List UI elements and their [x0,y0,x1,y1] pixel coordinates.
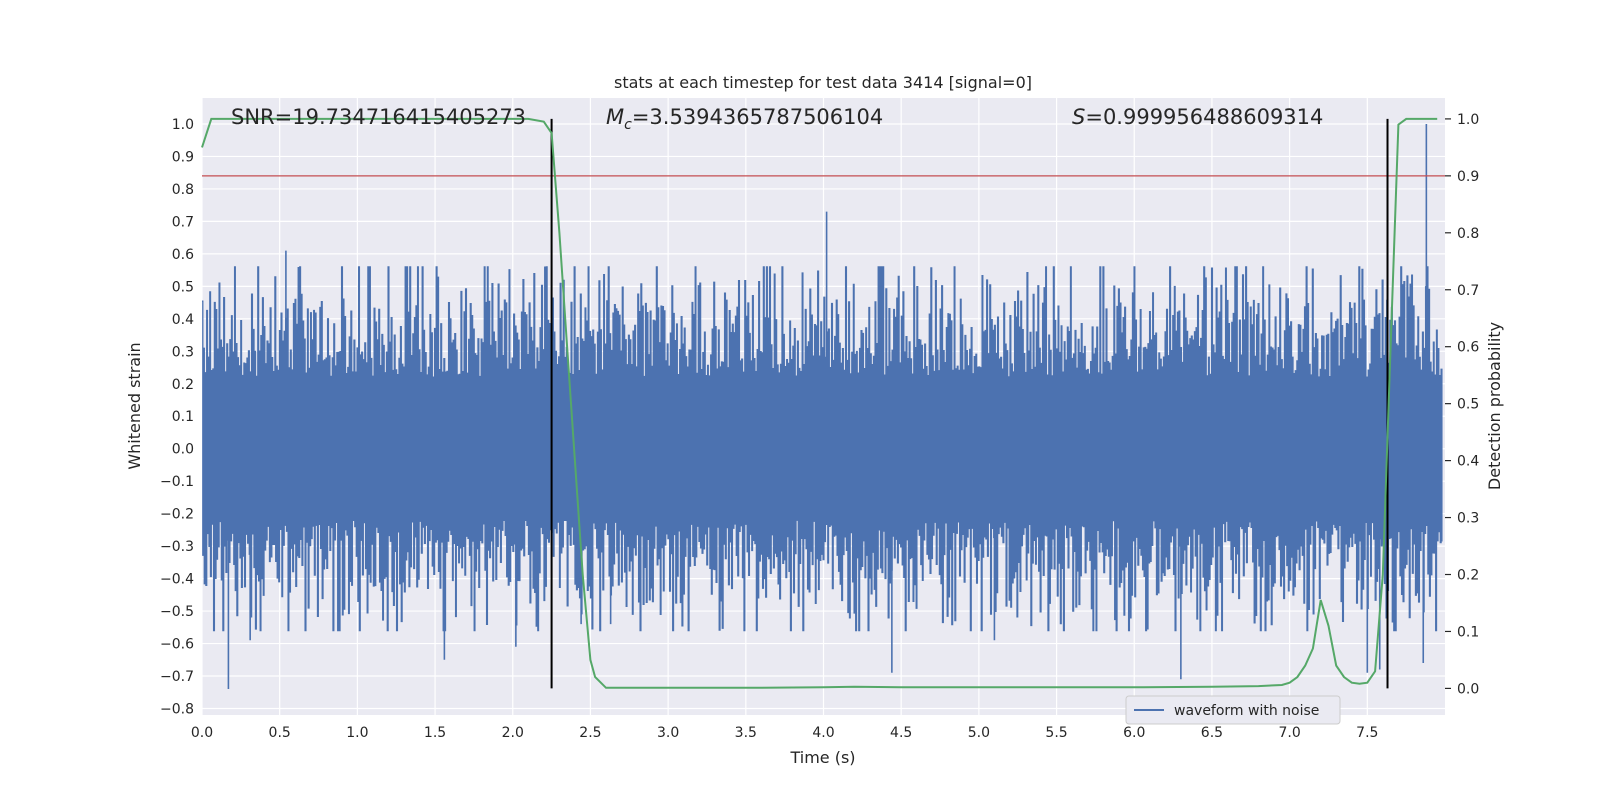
x-tick-label: 5.0 [968,725,990,741]
y-tick-label: −0.1 [160,474,194,490]
x-tick-label: 4.5 [890,725,912,741]
y2-tick-label: 0.2 [1457,568,1479,584]
y-axis-left: −0.8 −0.7 −0.6 −0.5 −0.4 −0.3 −0.2 −0.1 0.0 0.1 0.… [160,117,194,718]
y-tick-label: 0.0 [172,442,194,458]
y2-tick-label: 0.5 [1457,397,1479,413]
x-tick-label: 4.0 [812,725,834,741]
x-tick-label: 0.5 [269,725,291,741]
y2-tick-label: 0.0 [1457,681,1479,697]
waveform-trace [202,266,1443,632]
y-tick-label: 0.2 [172,377,194,393]
x-tick-label: 3.0 [657,725,679,741]
x-tick-label: 1.5 [424,725,446,741]
y-tick-label: 0.5 [172,279,194,295]
snr-annotation: SNR=19.734716415405273 [231,105,526,129]
x-tick-label: 7.5 [1356,725,1378,741]
chirp-mass-subscript: c [624,117,632,133]
detection-probability-series [201,117,1438,689]
y-tick-label: 0.1 [172,409,194,425]
y2-tick-label: 0.1 [1457,624,1479,640]
score-value: =0.999956488609314 [1085,105,1323,129]
x-tick-label: 1.0 [346,725,368,741]
y-axis-right: 0.0 0.1 0.2 0.3 0.4 0.5 0.6 0.7 0.8 0.9 1.0 [1445,112,1479,697]
y-tick-label: −0.2 [160,507,194,523]
y-tick-label: −0.8 [160,702,194,718]
legend-entry-waveform: waveform with noise [1174,703,1319,719]
y2-tick-label: 1.0 [1457,112,1479,128]
x-tick-label: 2.5 [579,725,601,741]
x-tick-label: 6.0 [1123,725,1145,741]
x-axis: 0.0 0.5 1.0 1.5 2.0 2.5 3.0 3.5 4.0 4.5 5.0 5.5 6.0 6… [191,725,1379,741]
y-tick-label: 0.6 [172,247,194,263]
y-tick-label: 0.7 [172,214,194,230]
legend: waveform with noise [1125,695,1341,725]
y2-tick-label: 0.3 [1457,511,1479,527]
chirp-mass-annotation: Mc=3.5394365787506104 [606,105,883,133]
y2-tick-label: 0.6 [1457,340,1479,356]
score-symbol: S [1072,105,1085,129]
chart-title: stats at each timestep for test data 341… [614,73,1032,92]
waveform-series [202,123,1443,690]
y-tick-label: −0.3 [160,539,194,555]
x-tick-label: 3.5 [735,725,757,741]
y-tick-label: −0.4 [160,572,194,588]
x-tick-label: 2.0 [502,725,524,741]
x-tick-label: 0.0 [191,725,213,741]
y2-tick-label: 0.8 [1457,226,1479,242]
chirp-mass-value: =3.5394365787506104 [632,105,883,129]
event-lines [550,118,1389,689]
y-tick-label: 0.4 [172,312,194,328]
y-tick-label: −0.5 [160,604,194,620]
y2-tick-label: 0.9 [1457,169,1479,185]
y2-axis-label: Detection probability [1485,322,1504,490]
x-tick-label: 7.0 [1278,725,1300,741]
y-tick-label: −0.6 [160,637,194,653]
x-tick-label: 6.5 [1201,725,1223,741]
y-axis-label: Whitened strain [125,342,144,469]
x-axis-label: Time (s) [789,748,855,767]
y2-tick-label: 0.4 [1457,454,1479,470]
y-tick-label: 0.9 [172,149,194,165]
y-tick-label: 0.8 [172,182,194,198]
x-tick-label: 5.5 [1045,725,1067,741]
y-tick-label: 1.0 [172,117,194,133]
legend-box [1125,695,1341,725]
score-annotation: S=0.999956488609314 [1072,105,1323,129]
y2-tick-label: 0.7 [1457,283,1479,299]
y-tick-label: 0.3 [172,344,194,360]
y-tick-label: −0.7 [160,669,194,685]
chirp-mass-symbol: M [606,105,624,129]
detection-probability-line [201,117,1438,689]
